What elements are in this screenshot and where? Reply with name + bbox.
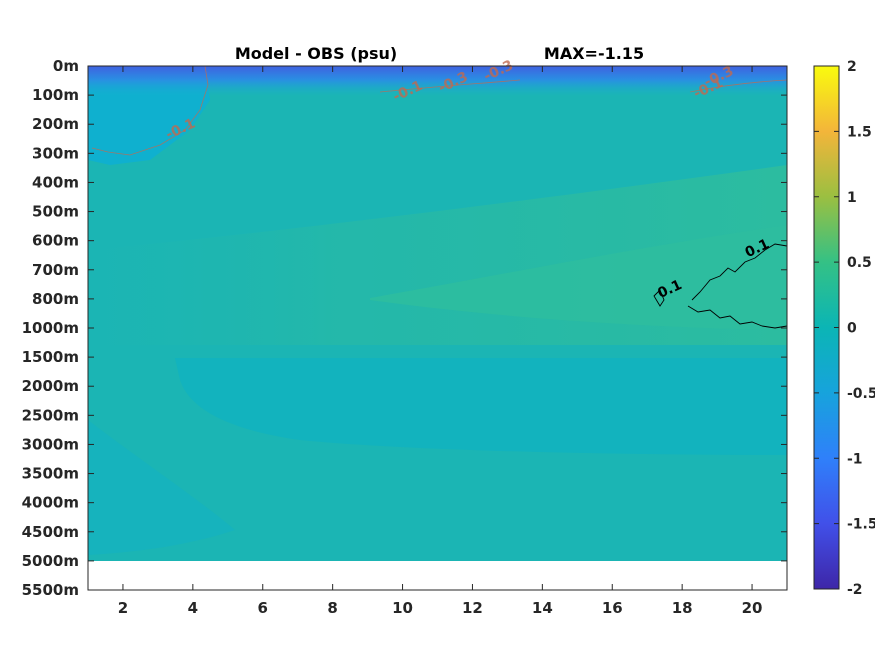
x-tick-label: 14 xyxy=(532,599,553,617)
x-tick-label: 18 xyxy=(672,599,693,617)
colorbar-tick-label: 0.5 xyxy=(847,255,872,271)
contour-neg-surface xyxy=(379,79,787,93)
y-tick-label: 4500m xyxy=(22,523,79,541)
chart-title: Model - OBS (psu) xyxy=(235,44,397,63)
x-tick-label: 20 xyxy=(742,599,763,617)
y-tick-label: 0m xyxy=(53,57,79,75)
contour-neg-upper-left xyxy=(91,66,209,156)
y-tick-label: 600m xyxy=(32,232,79,250)
chart-annotation: MAX=-1.15 xyxy=(544,44,644,63)
x-tick-label: 12 xyxy=(462,599,483,617)
colorbar-tick-label: 1.5 xyxy=(847,124,872,140)
colorbar-tick-label: -0.5 xyxy=(847,386,875,402)
contour-pos-upper xyxy=(691,243,787,301)
y-tick-label: 3500m xyxy=(22,465,79,483)
field-bottom-left xyxy=(88,420,235,555)
colorbar-tick-label: 0 xyxy=(847,321,857,337)
y-tick-label: 700m xyxy=(32,261,79,279)
colorbar-ticks: 2 1.5 1 0.5 0 -0.5 -1 -1.5 -2 xyxy=(814,59,875,598)
y-tick-label: 5500m xyxy=(22,581,79,599)
axes: 0m 100m 200m 300m 400m 500m 600m 700m 800m 1000m 1… xyxy=(22,57,788,617)
y-tick-label: 1500m xyxy=(22,348,79,366)
colorbar-tick-label: -1 xyxy=(847,451,863,467)
colorbar-tick-label: -1.5 xyxy=(847,517,875,533)
heatmap-field xyxy=(88,66,787,561)
y-tick-label: 5000m xyxy=(22,552,79,570)
colorbar-tick-label: 1 xyxy=(847,190,857,206)
field-mid-core xyxy=(370,225,787,330)
y-tick-label: 300m xyxy=(32,144,79,162)
x-tick-label: 8 xyxy=(327,599,337,617)
y-tick-label: 2500m xyxy=(22,406,79,424)
y-tick-label: 4000m xyxy=(22,494,79,512)
x-tick-label: 2 xyxy=(118,599,128,617)
x-tick-label: 10 xyxy=(392,599,413,617)
colorbar-tick-label: 2 xyxy=(847,59,857,75)
x-tick-label: 6 xyxy=(258,599,268,617)
y-tick-label: 500m xyxy=(32,203,79,221)
contour-pos-left-loop xyxy=(653,289,665,307)
y-tick-label: 3000m xyxy=(22,435,79,453)
x-tick-label: 4 xyxy=(188,599,198,617)
y-tick-label: 800m xyxy=(32,290,79,308)
x-tick-label: 16 xyxy=(602,599,623,617)
y-tick-label: 2000m xyxy=(22,377,79,395)
y-tick-label: 100m xyxy=(32,86,79,104)
y-tick-label: 200m xyxy=(32,115,79,133)
field-surface-low xyxy=(88,66,787,96)
contour-pos-lower xyxy=(687,305,787,329)
y-tick-label: 400m xyxy=(32,173,79,191)
y-tick-label: 1000m xyxy=(22,319,79,337)
field-deep-band xyxy=(175,358,787,455)
colorbar-tick-label: -2 xyxy=(847,582,863,598)
